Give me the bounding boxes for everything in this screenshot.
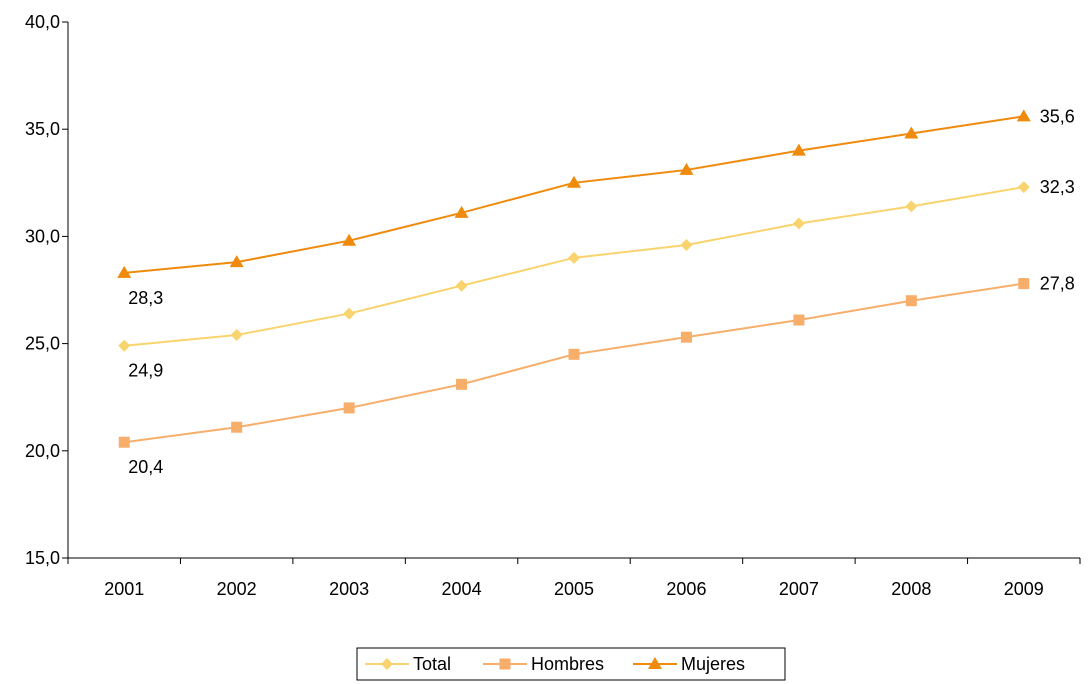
data-point-mujeres: [1016, 109, 1031, 122]
data-point-mujeres: [342, 233, 357, 246]
series-layer: [117, 109, 1031, 448]
series-line-mujeres: [124, 115, 1024, 274]
data-point-total: [343, 307, 356, 320]
data-point-hombres: [793, 314, 805, 326]
data-point-hombres: [905, 295, 917, 307]
x-tick-label: 2008: [891, 579, 931, 599]
y-tick-label: 15,0: [25, 548, 60, 568]
x-tick-label: 2003: [329, 579, 369, 599]
series-hombres: [118, 278, 1030, 448]
legend-label-hombres: Hombres: [531, 654, 604, 674]
series-total: [118, 181, 1030, 352]
x-tick-label: 2006: [666, 579, 706, 599]
legend-box: [356, 647, 786, 681]
data-label-total: 24,9: [128, 361, 163, 381]
data-point-mujeres: [567, 175, 581, 188]
x-tick-label: 2002: [217, 579, 257, 599]
data-point-mujeres: [791, 143, 806, 156]
y-tick-label: 35,0: [25, 119, 60, 139]
data-point-hombres: [680, 331, 692, 343]
data-point-total: [1017, 181, 1030, 194]
y-tick-label: 40,0: [25, 12, 60, 32]
data-point-mujeres: [117, 265, 132, 278]
data-labels: 24,9 32,3 20,4 27,8 28,3 35,6: [128, 106, 1075, 477]
data-point-total: [568, 251, 580, 264]
data-point-hombres: [118, 436, 130, 448]
series-line-total: [124, 186, 1024, 347]
x-tick-label: 2004: [442, 579, 482, 599]
data-point-hombres: [343, 402, 355, 414]
data-point-mujeres: [454, 205, 469, 218]
legend: Total Hombres Mujeres: [356, 647, 786, 681]
data-point-mujeres: [229, 255, 244, 268]
legend-label-mujeres: Mujeres: [681, 654, 745, 674]
data-point-hombres: [231, 421, 243, 433]
data-label-hombres: 27,8: [1040, 274, 1075, 294]
data-point-total: [792, 217, 805, 230]
data-label-total: 32,3: [1040, 177, 1075, 197]
x-tick-label: 2009: [1004, 579, 1044, 599]
data-point-hombres: [456, 378, 468, 390]
data-label-mujeres: 28,3: [128, 288, 163, 308]
y-tick-label: 25,0: [25, 334, 60, 354]
data-label-hombres: 20,4: [128, 457, 163, 477]
legend-marker-total: [381, 658, 393, 670]
data-point-total: [455, 279, 468, 292]
y-tick-label: 30,0: [25, 226, 60, 246]
x-tick-label: 2007: [779, 579, 819, 599]
y-tick-label: 20,0: [25, 441, 60, 461]
legend-label-total: Total: [413, 654, 451, 674]
data-point-hombres: [1018, 278, 1030, 290]
x-tick-label: 2005: [554, 579, 594, 599]
data-point-total: [118, 339, 131, 352]
data-point-total: [905, 200, 918, 213]
data-point-mujeres: [904, 126, 919, 139]
x-tick-label: 2001: [104, 579, 144, 599]
data-point-total: [680, 238, 693, 251]
data-label-mujeres: 35,6: [1040, 106, 1075, 126]
series-mujeres: [117, 109, 1031, 278]
data-point-hombres: [568, 348, 580, 360]
legend-marker-mujeres: [648, 657, 662, 669]
data-point-mujeres: [679, 162, 694, 175]
axes: 15,0 20,0 25,0 30,0 35,0 40,0 2001 2002 2003 2004…: [25, 12, 1081, 599]
series-line-hombres: [124, 282, 1024, 444]
legend-marker-hombres: [499, 658, 511, 670]
data-point-total: [230, 329, 243, 342]
